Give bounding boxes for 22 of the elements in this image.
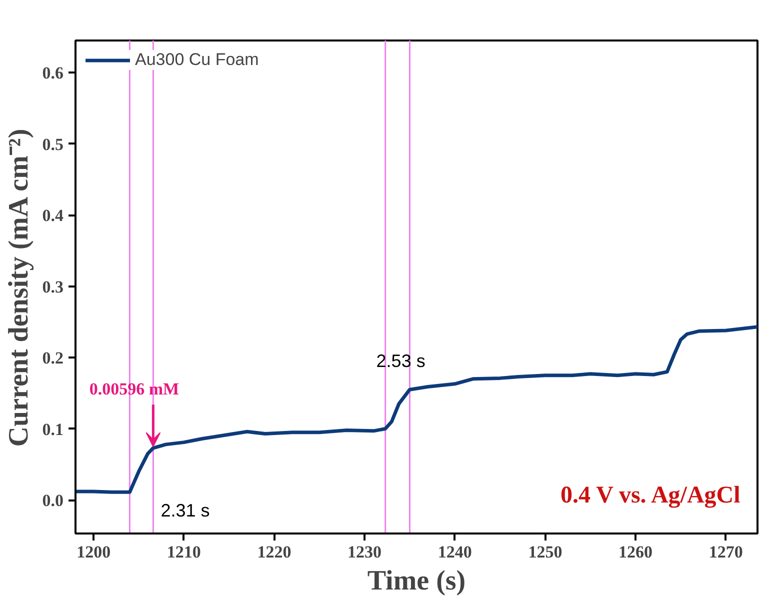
- legend-label: Au300 Cu Foam: [135, 50, 259, 70]
- x-tick-label: 1210: [166, 542, 201, 562]
- x-tick-label: 1260: [618, 542, 653, 562]
- annotation: 2.31 s: [160, 500, 210, 520]
- y-axis-title: Current density (mA cm⁻²): [3, 128, 34, 447]
- x-tick-label: 1200: [76, 542, 111, 562]
- annotation: 0.00596 mM: [89, 380, 180, 399]
- y-tick-label: 0.3: [42, 277, 64, 296]
- y-tick-label: 0.5: [42, 134, 64, 154]
- x-axis-title: Time (s): [367, 566, 466, 596]
- x-tick-label: 1250: [528, 542, 562, 562]
- x-tick-label: 1220: [257, 542, 292, 562]
- y-tick-label: 0.2: [42, 348, 64, 368]
- y-tick-label: 0.4: [42, 206, 64, 226]
- annotation: 2.53 s: [376, 350, 426, 371]
- annotation: 0.4 V vs. Ag/AgCl: [560, 482, 741, 508]
- x-tick-label: 1240: [438, 542, 472, 562]
- x-tick-label: 1230: [348, 542, 382, 562]
- y-tick-label: 0.6: [42, 64, 64, 83]
- y-tick-label: 0.0: [42, 491, 64, 510]
- x-tick-label: 1270: [708, 542, 743, 562]
- y-tick-label: 0.1: [42, 420, 64, 439]
